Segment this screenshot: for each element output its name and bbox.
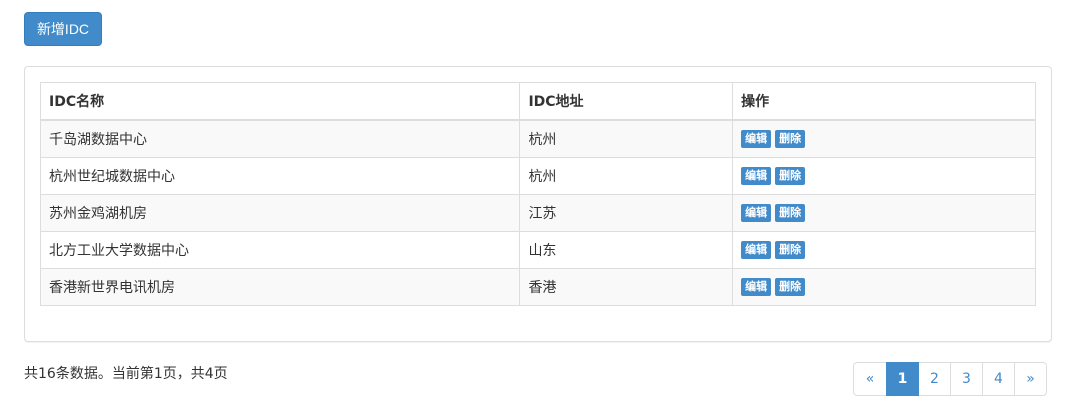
cell-idc-address: 杭州 [519,157,734,195]
table-row: 千岛湖数据中心 杭州 编辑 删除 [39,119,1036,158]
cell-idc-address: 杭州 [519,119,734,158]
cell-idc-address: 江苏 [519,194,734,232]
table-row: 杭州世纪城数据中心 杭州 编辑 删除 [39,157,1036,195]
table-header-row: IDC名称 IDC地址 操作 [39,82,1036,121]
delete-button[interactable]: 删除 [775,130,806,148]
cell-idc-name: 千岛湖数据中心 [39,119,521,158]
cell-idc-name: 北方工业大学数据中心 [39,231,521,269]
pagination-next-button[interactable]: » [1014,362,1047,396]
pagination: « 1 2 3 4 » [853,362,1047,396]
idc-panel: IDC名称 IDC地址 操作 千岛湖数据中心 杭州 编辑 删除 杭州世纪城数据中心… [24,66,1052,342]
cell-actions: 编辑 删除 [732,194,1036,232]
add-idc-button[interactable]: 新增IDC [24,12,102,46]
cell-idc-address: 香港 [519,268,734,306]
edit-button[interactable]: 编辑 [741,130,772,148]
cell-actions: 编辑 删除 [732,231,1036,269]
pagination-page-4[interactable]: 4 [982,362,1015,396]
delete-button[interactable]: 删除 [775,204,806,222]
header-idc-name: IDC名称 [39,82,521,121]
edit-button[interactable]: 编辑 [741,204,772,222]
header-actions: 操作 [732,82,1036,121]
edit-button[interactable]: 编辑 [741,241,772,259]
pagination-page-2[interactable]: 2 [918,362,951,396]
edit-button[interactable]: 编辑 [741,167,772,185]
pagination-page-1[interactable]: 1 [886,362,919,396]
delete-button[interactable]: 删除 [775,278,806,296]
idc-table: IDC名称 IDC地址 操作 千岛湖数据中心 杭州 编辑 删除 杭州世纪城数据中心… [39,82,1036,306]
table-row: 香港新世界电讯机房 香港 编辑 删除 [39,268,1036,306]
pagination-page-3[interactable]: 3 [950,362,983,396]
cell-actions: 编辑 删除 [732,157,1036,195]
cell-actions: 编辑 删除 [732,119,1036,158]
edit-button[interactable]: 编辑 [741,278,772,296]
delete-button[interactable]: 删除 [775,241,806,259]
cell-idc-name: 苏州金鸡湖机房 [39,194,521,232]
pagination-prev-button[interactable]: « [853,362,887,396]
header-idc-address: IDC地址 [519,82,734,121]
table-row: 苏州金鸡湖机房 江苏 编辑 删除 [39,194,1036,232]
cell-actions: 编辑 删除 [732,268,1036,306]
pagination-summary: 共16条数据。当前第1页，共4页 [24,366,228,382]
cell-idc-name: 香港新世界电讯机房 [39,268,521,306]
cell-idc-name: 杭州世纪城数据中心 [39,157,521,195]
cell-idc-address: 山东 [519,231,734,269]
delete-button[interactable]: 删除 [775,167,806,185]
table-row: 北方工业大学数据中心 山东 编辑 删除 [39,231,1036,269]
